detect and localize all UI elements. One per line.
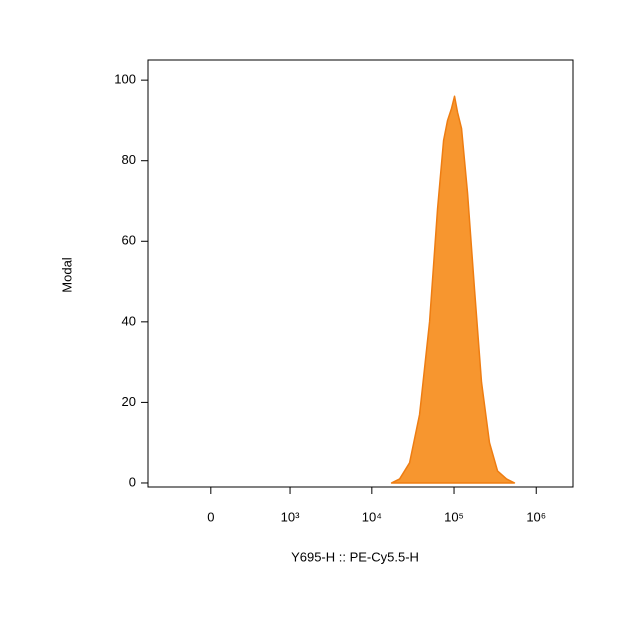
x-tick-label: 10⁴ <box>362 509 382 524</box>
y-tick-label: 60 <box>122 233 136 248</box>
y-tick-label: 100 <box>114 72 136 87</box>
y-axis-label: Modal <box>59 257 74 293</box>
y-tick-label: 80 <box>122 152 136 167</box>
histogram-area <box>390 95 516 484</box>
y-tick-label: 0 <box>129 474 136 489</box>
y-tick-label: 20 <box>122 394 136 409</box>
x-tick-label: 0 <box>207 509 214 524</box>
plot-frame <box>147 59 574 488</box>
y-tick-label: 40 <box>122 313 136 328</box>
x-axis-label: Y695-H :: PE-Cy5.5-H <box>291 549 419 564</box>
x-tick-label: 10³ <box>281 509 300 524</box>
x-tick-label: 10⁵ <box>444 509 464 524</box>
x-tick-label: 10⁶ <box>526 509 546 524</box>
